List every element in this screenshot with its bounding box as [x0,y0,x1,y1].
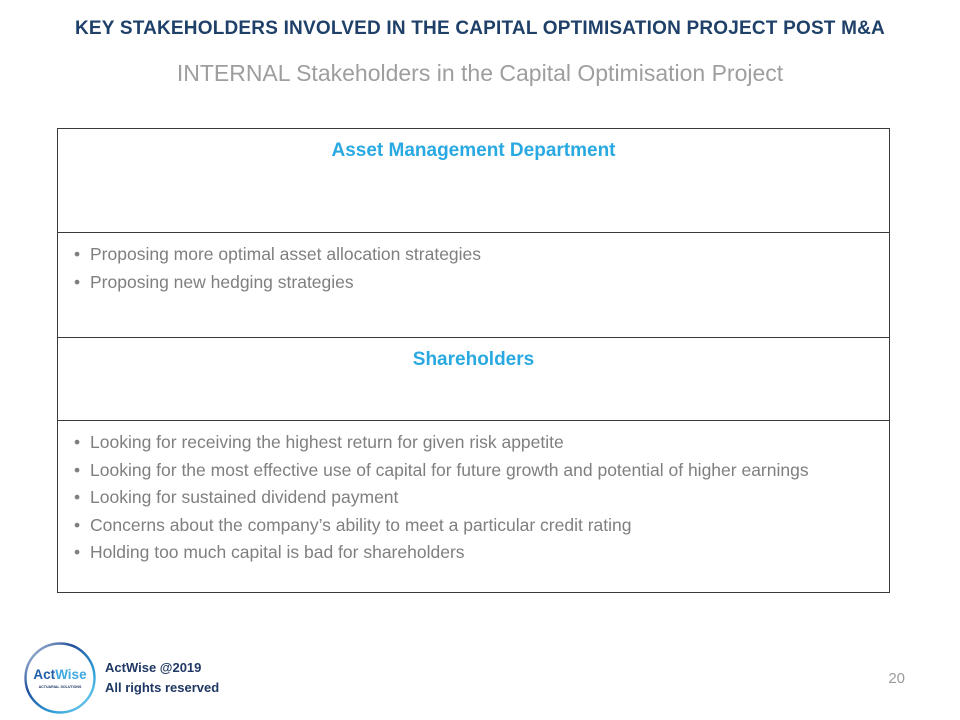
footer-copyright: ActWise @2019 All rights reserved [105,658,219,698]
section-bullets-asset-management: Proposing more optimal asset allocation … [58,232,889,337]
section-header-text: Asset Management Department [331,140,616,161]
stakeholder-table: Asset Management Department Proposing mo… [57,128,890,593]
slide-subtitle: INTERNAL Stakeholders in the Capital Opt… [176,60,784,86]
bullet-item: Looking for the most effective use of ca… [72,457,869,485]
bullet-list: Proposing more optimal asset allocation … [58,241,889,296]
bullet-item: Looking for receiving the highest return… [72,429,869,457]
bullet-item: Looking for sustained dividend payment [72,484,869,512]
actwise-logo-icon: ActWise ACTUARIAL SOLUTIONS [24,642,96,714]
copyright-line-2: All rights reserved [105,680,220,695]
copyright-line-1: ActWise @2019 [105,660,202,675]
logo-subtext: ACTUARIAL SOLUTIONS [39,685,82,689]
logo-text-act: Act [33,667,55,682]
bullet-item: Proposing more optimal asset allocation … [72,241,869,269]
section-header-asset-management: Asset Management Department [58,129,889,232]
slide-title: KEY STAKEHOLDERS INVOLVED IN THE CAPITAL… [75,18,885,39]
page-number: 20 [888,670,905,687]
bullet-list: Looking for receiving the highest return… [58,429,889,567]
bullet-item: Holding too much capital is bad for shar… [72,539,869,567]
section-header-shareholders: Shareholders [58,337,889,420]
bullet-item: Proposing new hedging strategies [72,269,869,297]
section-header-text: Shareholders [412,349,535,370]
bullet-item: Concerns about the company’s ability to … [72,512,869,540]
svg-text:ActWise: ActWise [33,667,87,682]
logo-text-wise: Wise [55,667,87,682]
actwise-logo: ActWise ACTUARIAL SOLUTIONS [23,641,97,715]
section-bullets-shareholders: Looking for receiving the highest return… [58,420,889,592]
